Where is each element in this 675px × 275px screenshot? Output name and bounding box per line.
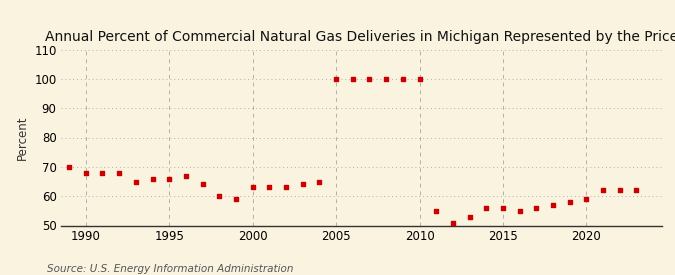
Point bbox=[464, 214, 475, 219]
Point bbox=[348, 77, 358, 81]
Point bbox=[114, 170, 125, 175]
Point bbox=[197, 182, 208, 187]
Point bbox=[514, 209, 525, 213]
Point bbox=[564, 200, 575, 204]
Point bbox=[80, 170, 91, 175]
Point bbox=[448, 220, 458, 225]
Point bbox=[331, 77, 342, 81]
Point bbox=[180, 174, 191, 178]
Point bbox=[481, 206, 491, 210]
Point bbox=[297, 182, 308, 187]
Point bbox=[547, 203, 558, 207]
Point bbox=[264, 185, 275, 189]
Point bbox=[231, 197, 242, 201]
Point bbox=[431, 209, 441, 213]
Point bbox=[597, 188, 608, 192]
Point bbox=[364, 77, 375, 81]
Point bbox=[314, 179, 325, 184]
Point bbox=[247, 185, 258, 189]
Point bbox=[164, 176, 175, 181]
Point bbox=[63, 165, 74, 169]
Point bbox=[381, 77, 392, 81]
Point bbox=[97, 170, 108, 175]
Point bbox=[147, 176, 158, 181]
Point bbox=[614, 188, 625, 192]
Point bbox=[281, 185, 292, 189]
Point bbox=[581, 197, 592, 201]
Point bbox=[130, 179, 141, 184]
Text: Source: U.S. Energy Information Administration: Source: U.S. Energy Information Administ… bbox=[47, 264, 294, 274]
Point bbox=[497, 206, 508, 210]
Point bbox=[398, 77, 408, 81]
Title: Annual Percent of Commercial Natural Gas Deliveries in Michigan Represented by t: Annual Percent of Commercial Natural Gas… bbox=[45, 30, 675, 44]
Point bbox=[214, 194, 225, 198]
Point bbox=[531, 206, 542, 210]
Point bbox=[414, 77, 425, 81]
Y-axis label: Percent: Percent bbox=[16, 115, 28, 160]
Point bbox=[631, 188, 642, 192]
